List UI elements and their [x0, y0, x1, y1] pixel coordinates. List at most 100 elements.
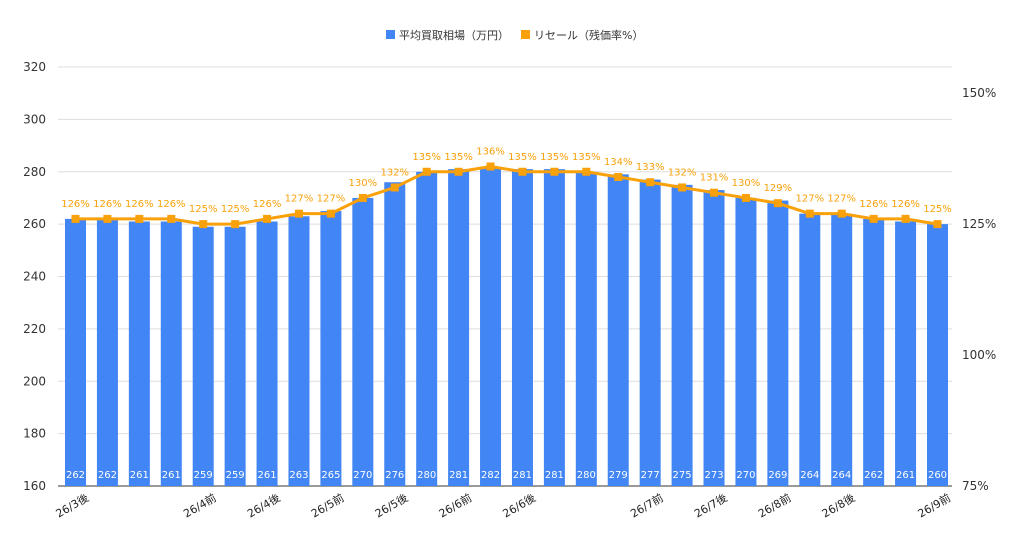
bar — [831, 213, 853, 486]
y-left-tick-label: 280 — [23, 165, 46, 179]
y-left-tick-label: 320 — [23, 60, 46, 74]
bar — [320, 211, 342, 486]
line-labels: 126% 126% 126% 126% 125% 125% 126% 127% 127%130%… — [61, 147, 952, 216]
line-path — [75, 165, 938, 226]
line-point — [582, 167, 591, 176]
bar-data-label: 281 — [545, 470, 564, 481]
line-point — [263, 214, 272, 223]
line-point — [326, 209, 335, 218]
line-point — [454, 167, 463, 176]
line-data-label: 126% — [157, 199, 186, 210]
line-data-label: 126% — [253, 199, 282, 210]
line-point — [614, 172, 623, 181]
bar — [511, 169, 533, 486]
line-point — [199, 220, 208, 229]
y-left-tick-label: 160 — [23, 479, 46, 493]
legend-label-line: リセール（残価率%） — [534, 28, 643, 42]
x-tick-label: 26/8後 — [819, 490, 857, 520]
line-data-label: 131% — [700, 173, 729, 184]
line-data-label: 132% — [668, 167, 697, 178]
bar — [65, 218, 86, 486]
y-left-tick-label: 200 — [23, 374, 46, 388]
line-point — [518, 167, 527, 176]
bar — [735, 197, 757, 486]
line-point — [231, 220, 240, 229]
line-data-label: 136% — [476, 147, 505, 158]
bar — [96, 218, 118, 486]
line-data-label: 126% — [61, 199, 90, 210]
line-point — [837, 209, 846, 218]
line-data-label: 129% — [764, 183, 793, 194]
line-point — [741, 193, 750, 202]
bar — [256, 221, 278, 486]
line-data-label: 125% — [189, 204, 218, 215]
line-data-label: 135% — [412, 152, 441, 163]
y-right-tick-label: 150% — [962, 86, 996, 100]
bar — [863, 218, 885, 486]
line-point — [486, 162, 495, 171]
bar — [288, 216, 310, 487]
bar-data-label: 280 — [577, 470, 596, 481]
bar — [480, 166, 502, 486]
line-point — [103, 214, 112, 223]
line-point — [710, 188, 719, 197]
line-data-label: 135% — [444, 152, 473, 163]
bar — [639, 179, 661, 486]
line-point — [167, 214, 176, 223]
y-right-tick-label: 125% — [962, 217, 996, 231]
y-left-tick-label: 180 — [23, 427, 46, 441]
line-data-label: 133% — [636, 162, 665, 173]
bar-data-label: 270 — [353, 470, 372, 481]
x-tick-label: 26/9前 — [915, 490, 953, 520]
bar-series — [65, 166, 948, 487]
bar — [895, 221, 917, 486]
bar — [671, 184, 693, 486]
line-point — [71, 214, 80, 223]
bar — [927, 224, 948, 486]
bar-data-label: 262 — [98, 470, 117, 481]
legend-swatch-bar — [386, 30, 395, 39]
bar-data-label: 264 — [800, 470, 819, 481]
x-tick-label: 26/7後 — [692, 490, 730, 520]
bar-data-label: 264 — [832, 470, 851, 481]
bar-data-label: 282 — [481, 470, 500, 481]
bar-data-label: 277 — [641, 470, 660, 481]
bar-data-label: 262 — [66, 470, 85, 481]
bar — [448, 169, 470, 486]
x-axis-ticks: 26/3後 26/4前 26/4後 26/5前 26/5後 26/6前 26/6後 26/7前… — [53, 490, 953, 520]
bar-data-label: 269 — [768, 470, 787, 481]
line-data-label: 126% — [125, 199, 154, 210]
line-data-label: 126% — [891, 199, 920, 210]
bar-data-label: 270 — [736, 470, 755, 481]
x-tick-label: 26/4後 — [245, 490, 283, 520]
line-data-label: 125% — [923, 204, 952, 215]
bar — [128, 221, 150, 486]
line-point — [805, 209, 814, 218]
bar — [543, 169, 565, 486]
line-data-label: 127% — [795, 194, 824, 205]
left-axis-ticks: 160 180 200 220 240 260 280 300 320 — [23, 60, 46, 493]
line-data-label: 132% — [380, 167, 409, 178]
y-left-tick-label: 240 — [23, 270, 46, 284]
bar — [575, 171, 597, 486]
y-left-tick-label: 220 — [23, 322, 46, 336]
y-left-tick-label: 260 — [23, 217, 46, 231]
line-point — [678, 183, 687, 192]
bar-data-label: 280 — [417, 470, 436, 481]
x-tick-label: 26/5前 — [308, 490, 346, 520]
line-data-label: 130% — [732, 178, 761, 189]
bar-data-label: 259 — [194, 470, 213, 481]
line-point — [390, 183, 399, 192]
x-tick-label: 26/6後 — [500, 490, 538, 520]
line-data-label: 135% — [508, 152, 537, 163]
x-tick-label: 26/5後 — [372, 490, 410, 520]
bar — [703, 190, 725, 487]
bar-data-label: 279 — [609, 470, 628, 481]
bar-data-label: 276 — [385, 470, 404, 481]
bar-data-label: 262 — [864, 470, 883, 481]
x-tick-label: 26/3後 — [53, 490, 91, 520]
bar-data-label: 261 — [162, 470, 181, 481]
line-data-label: 127% — [285, 194, 314, 205]
